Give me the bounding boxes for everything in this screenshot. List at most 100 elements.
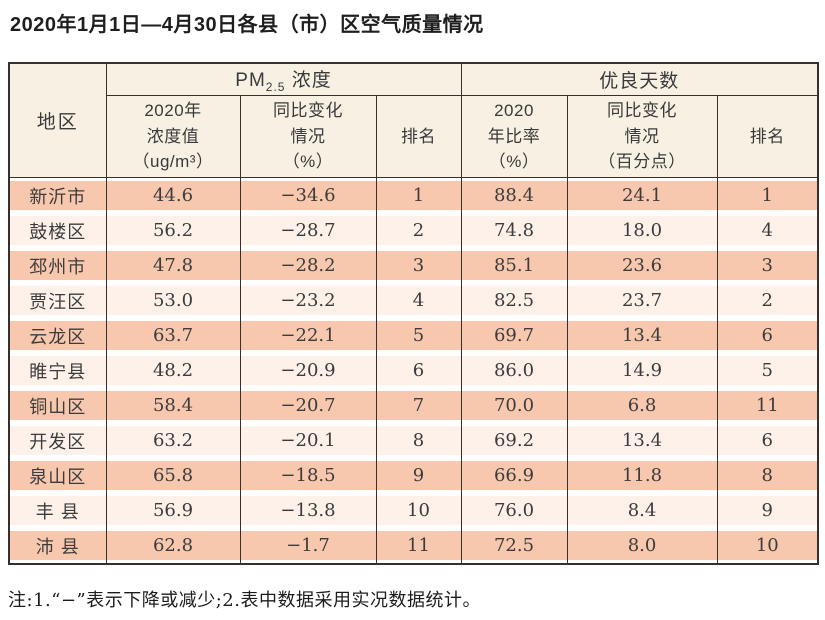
concentration-change-cell: −28.7: [239, 213, 377, 248]
rate-change-cell: 23.7: [566, 283, 718, 318]
region-cell: 铜山区: [8, 388, 107, 423]
rate-cell: 86.0: [460, 353, 568, 388]
concentration-change-cell: −1.7: [239, 528, 377, 564]
pm25-rank-cell: 8: [375, 423, 462, 458]
pm25-suffix: 浓度: [285, 70, 332, 92]
concentration-cell: 62.8: [105, 528, 241, 564]
table-row: 睢宁县 48.2 −20.9 6 86.0 14.9 5: [8, 353, 819, 388]
rate-cell: 76.0: [460, 493, 568, 528]
concentration-cell: 48.2: [105, 353, 241, 388]
good-days-rank-cell: 5: [716, 353, 819, 388]
group-header-row: 地区 PM2.5 浓度 优良天数: [8, 62, 819, 178]
rate-change-cell: 23.6: [566, 248, 718, 283]
region-cell: 泉山区: [8, 458, 107, 493]
table-row: 贾汪区 53.0 −23.2 4 82.5 23.7 2: [8, 283, 819, 318]
concentration-cell: 53.0: [105, 283, 241, 318]
column-header-pm25-rank: 排名: [375, 95, 462, 178]
rate-cell: 85.1: [460, 248, 568, 283]
rate-cell: 74.8: [460, 213, 568, 248]
concentration-change-cell: −20.9: [239, 353, 377, 388]
table-row: 云龙区 63.7 −22.1 5 69.7 13.4 6: [8, 318, 819, 353]
pm25-rank-cell: 10: [375, 493, 462, 528]
rate-cell: 88.4: [460, 177, 568, 213]
concentration-change-cell: −28.2: [239, 248, 377, 283]
concentration-change-cell: −18.5: [239, 458, 377, 493]
concentration-cell: 65.8: [105, 458, 241, 493]
good-days-rank-cell: 4: [716, 213, 819, 248]
rate-change-cell: 8.4: [566, 493, 718, 528]
pm25-rank-cell: 7: [375, 388, 462, 423]
good-days-rank-cell: 11: [716, 388, 819, 423]
concentration-cell: 47.8: [105, 248, 241, 283]
table-row: 开发区 63.2 −20.1 8 69.2 13.4 6: [8, 423, 819, 458]
pm25-rank-cell: 4: [375, 283, 462, 318]
region-cell: 睢宁县: [8, 353, 107, 388]
rate-cell: 69.2: [460, 423, 568, 458]
region-cell: 贾汪区: [8, 283, 107, 318]
concentration-change-cell: −20.7: [239, 388, 377, 423]
concentration-change-cell: −22.1: [239, 318, 377, 353]
pm25-subscript: 2.5: [265, 79, 286, 94]
concentration-change-cell: −23.2: [239, 283, 377, 318]
concentration-cell: 56.9: [105, 493, 241, 528]
pm25-rank-cell: 6: [375, 353, 462, 388]
rate-cell: 72.5: [460, 528, 568, 564]
good-days-rank-cell: 8: [716, 458, 819, 493]
good-days-rank-cell: 10: [716, 528, 819, 564]
region-cell: 开发区: [8, 423, 107, 458]
rate-cell: 69.7: [460, 318, 568, 353]
good-days-rank-cell: 6: [716, 423, 819, 458]
air-quality-table: 地区 PM2.5 浓度 优良天数 2020年 浓度值 （ug/m³） 同比变化 …: [8, 62, 820, 565]
rate-change-cell: 24.1: [566, 177, 718, 213]
pm25-rank-cell: 2: [375, 213, 462, 248]
rate-change-cell: 14.9: [566, 353, 718, 388]
column-header-good-days-rank: 排名: [716, 95, 819, 178]
column-header-concentration-change: 同比变化 情况 （%）: [239, 95, 377, 178]
good-days-rank-cell: 1: [716, 177, 819, 213]
good-days-rank-cell: 6: [716, 318, 819, 353]
column-header-good-days-rate: 2020 年比率 （%）: [460, 95, 568, 178]
rate-change-cell: 18.0: [566, 213, 718, 248]
region-cell: 鼓楼区: [8, 213, 107, 248]
column-header-region: 地区: [8, 62, 107, 178]
table-row: 铜山区 58.4 −20.7 7 70.0 6.8 11: [8, 388, 819, 423]
concentration-cell: 63.2: [105, 423, 241, 458]
good-days-rank-cell: 2: [716, 283, 819, 318]
footnote: 注:1.“−”表示下降或减少;2.表中数据采用实况数据统计。: [8, 590, 481, 611]
region-cell: 丰 县: [8, 493, 107, 528]
table-row: 泉山区 65.8 −18.5 9 66.9 11.8 8: [8, 458, 819, 493]
concentration-change-cell: −13.8: [239, 493, 377, 528]
pm25-rank-cell: 11: [375, 528, 462, 564]
pm25-rank-cell: 5: [375, 318, 462, 353]
region-cell: 邳州市: [8, 248, 107, 283]
table-row: 丰 县 56.9 −13.8 10 76.0 8.4 9: [8, 493, 819, 528]
pm25-rank-cell: 3: [375, 248, 462, 283]
column-header-concentration: 2020年 浓度值 （ug/m³）: [105, 95, 241, 178]
table-header: 地区 PM2.5 浓度 优良天数 2020年 浓度值 （ug/m³） 同比变化 …: [8, 62, 819, 178]
table-row: 沛 县 62.8 −1.7 11 72.5 8.0 10: [8, 528, 819, 564]
concentration-cell: 56.2: [105, 213, 241, 248]
rate-change-cell: 11.8: [566, 458, 718, 493]
column-header-rate-change: 同比变化 情况 （百分点）: [566, 95, 718, 178]
region-cell: 云龙区: [8, 318, 107, 353]
concentration-change-cell: −20.1: [239, 423, 377, 458]
rate-cell: 70.0: [460, 388, 568, 423]
rate-change-cell: 13.4: [566, 423, 718, 458]
pm25-prefix: PM: [235, 70, 266, 92]
concentration-change-cell: −34.6: [239, 177, 377, 213]
region-cell: 新沂市: [8, 177, 107, 213]
pm25-rank-cell: 1: [375, 177, 462, 213]
concentration-cell: 63.7: [105, 318, 241, 353]
good-days-rank-cell: 3: [716, 248, 819, 283]
concentration-cell: 58.4: [105, 388, 241, 423]
rate-change-cell: 8.0: [566, 528, 718, 564]
rate-cell: 66.9: [460, 458, 568, 493]
rate-change-cell: 6.8: [566, 388, 718, 423]
pm25-rank-cell: 9: [375, 458, 462, 493]
table-row: 鼓楼区 56.2 −28.7 2 74.8 18.0 4: [8, 213, 819, 248]
rate-cell: 82.5: [460, 283, 568, 318]
page-title: 2020年1月1日—4月30日各县（市）区空气质量情况: [10, 14, 484, 36]
column-group-pm25: PM2.5 浓度: [105, 62, 462, 96]
table-row: 邳州市 47.8 −28.2 3 85.1 23.6 3: [8, 248, 819, 283]
